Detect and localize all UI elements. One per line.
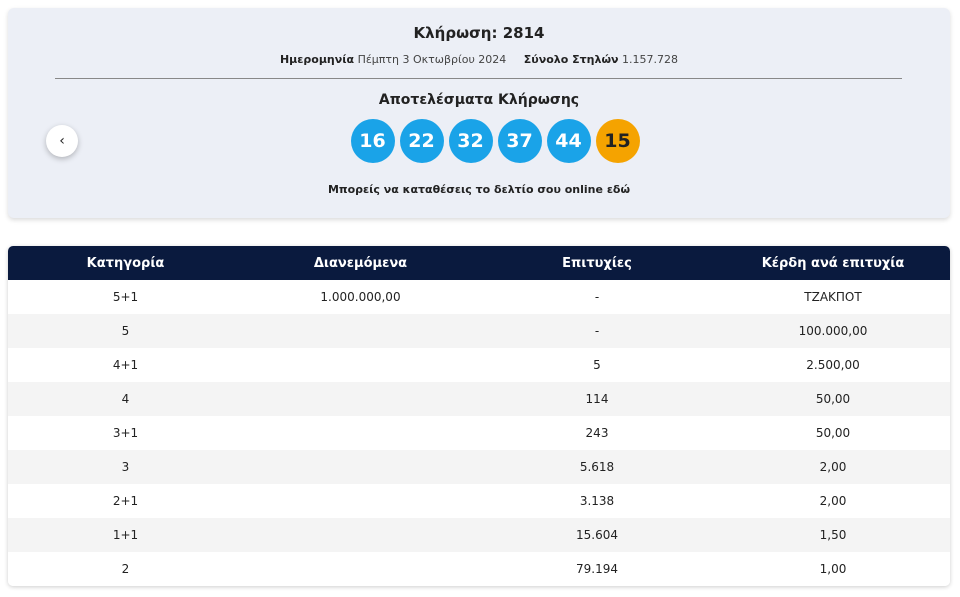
table-cell: 243 [585,426,609,440]
table-cell: 2,00 [819,460,847,474]
table-row: 4 114 50,00 [8,382,950,416]
previous-button[interactable]: ‹ [46,125,78,157]
table-cell: - [594,324,600,338]
table-cell: 5 [121,324,130,338]
table-cell: 5.618 [579,460,615,474]
table-row: 4+1 5 2.500,00 [8,348,950,382]
column-header: Διανεμόμενα [313,255,408,271]
column-header: Επιτυχίες [562,255,632,271]
ball: 44 [546,119,591,163]
table-cell: 1,00 [819,562,847,576]
table-cell: 79.194 [576,562,618,576]
draw-title: Κλήρωση: 2814 [413,24,545,42]
draw-meta: Ημερομηνία Πέμπτη 3 Οκτωβρίου 2024 Σύνολ… [8,53,950,66]
note-text: Μπορείς να καταθέσεις το δελτίο σου onli… [327,183,603,196]
draw-card: Κλήρωση: 2814 Ημερομηνία Πέμπτη 3 Οκτωβρ… [8,8,950,218]
table-cell: 1.000.000,00 [320,290,401,304]
table-cell: 3+1 [112,426,139,440]
table-row: 5+1 1.000.000,00 - ΤΖΑΚΠΟΤ [8,280,950,314]
date-label: Ημερομηνία [279,53,355,66]
joker-ball: 15 [595,119,640,163]
balls: 16 22 32 37 44 15 [8,119,950,163]
column-header: Κατηγορία [86,255,165,271]
table-cell: 4 [121,392,130,406]
table-cell: 2,00 [819,494,847,508]
table-cell: - [594,290,600,304]
table-cell: 3.138 [579,494,615,508]
table-cell: 50,00 [815,426,851,440]
table-row: 2 79.194 1,00 [8,552,950,586]
table-cell: 1+1 [112,528,139,542]
columns-label: Σύνολο Στηλών [523,53,619,66]
note: Μπορείς να καταθέσεις το δελτίο σου onli… [8,183,950,196]
divider [55,78,902,79]
table-row: 3 5.618 2,00 [8,450,950,484]
note-link[interactable]: εδώ [606,183,631,196]
table-cell: 2+1 [112,494,139,508]
table-row: 1+1 15.604 1,50 [8,518,950,552]
ball: 22 [399,119,444,163]
table-cell: 1,50 [819,528,847,542]
column-header: Κέρδη ανά επιτυχία [761,255,905,271]
table-row: 3+1 243 50,00 [8,416,950,450]
table-cell: 2 [121,562,130,576]
table-cell: 15.604 [576,528,618,542]
columns: 1.157.728 [622,53,679,66]
table-cell: 2.500,00 [806,358,860,372]
table-header: Κατηγορία Διανεμόμενα Επιτυχίες Κέρδη ανά ε… [8,246,950,280]
table-row: 2+1 3.138 2,00 [8,484,950,518]
table-cell: 5+1 [112,290,139,304]
table-row: 5 - 100.000,00 [8,314,950,348]
table-cell: 5 [593,358,601,372]
ball: 37 [497,119,542,163]
results-title: Αποτελέσματα Κλήρωσης [378,92,580,108]
prize-table: Κατηγορία Διανεμόμενα Επιτυχίες Κέρδη ανά ε… [8,246,950,586]
table-cell: 3 [121,460,130,474]
table-cell: 50,00 [815,392,851,406]
ball: 16 [350,119,395,163]
table-cell: 4+1 [112,358,139,372]
table-cell: ΤΖΑΚΠΟΤ [804,290,862,304]
table-cell: 100.000,00 [798,324,868,338]
date: Πέμπτη 3 Οκτωβρίου 2024 [357,53,507,66]
ball: 32 [448,119,493,163]
table-cell: 114 [585,392,609,406]
